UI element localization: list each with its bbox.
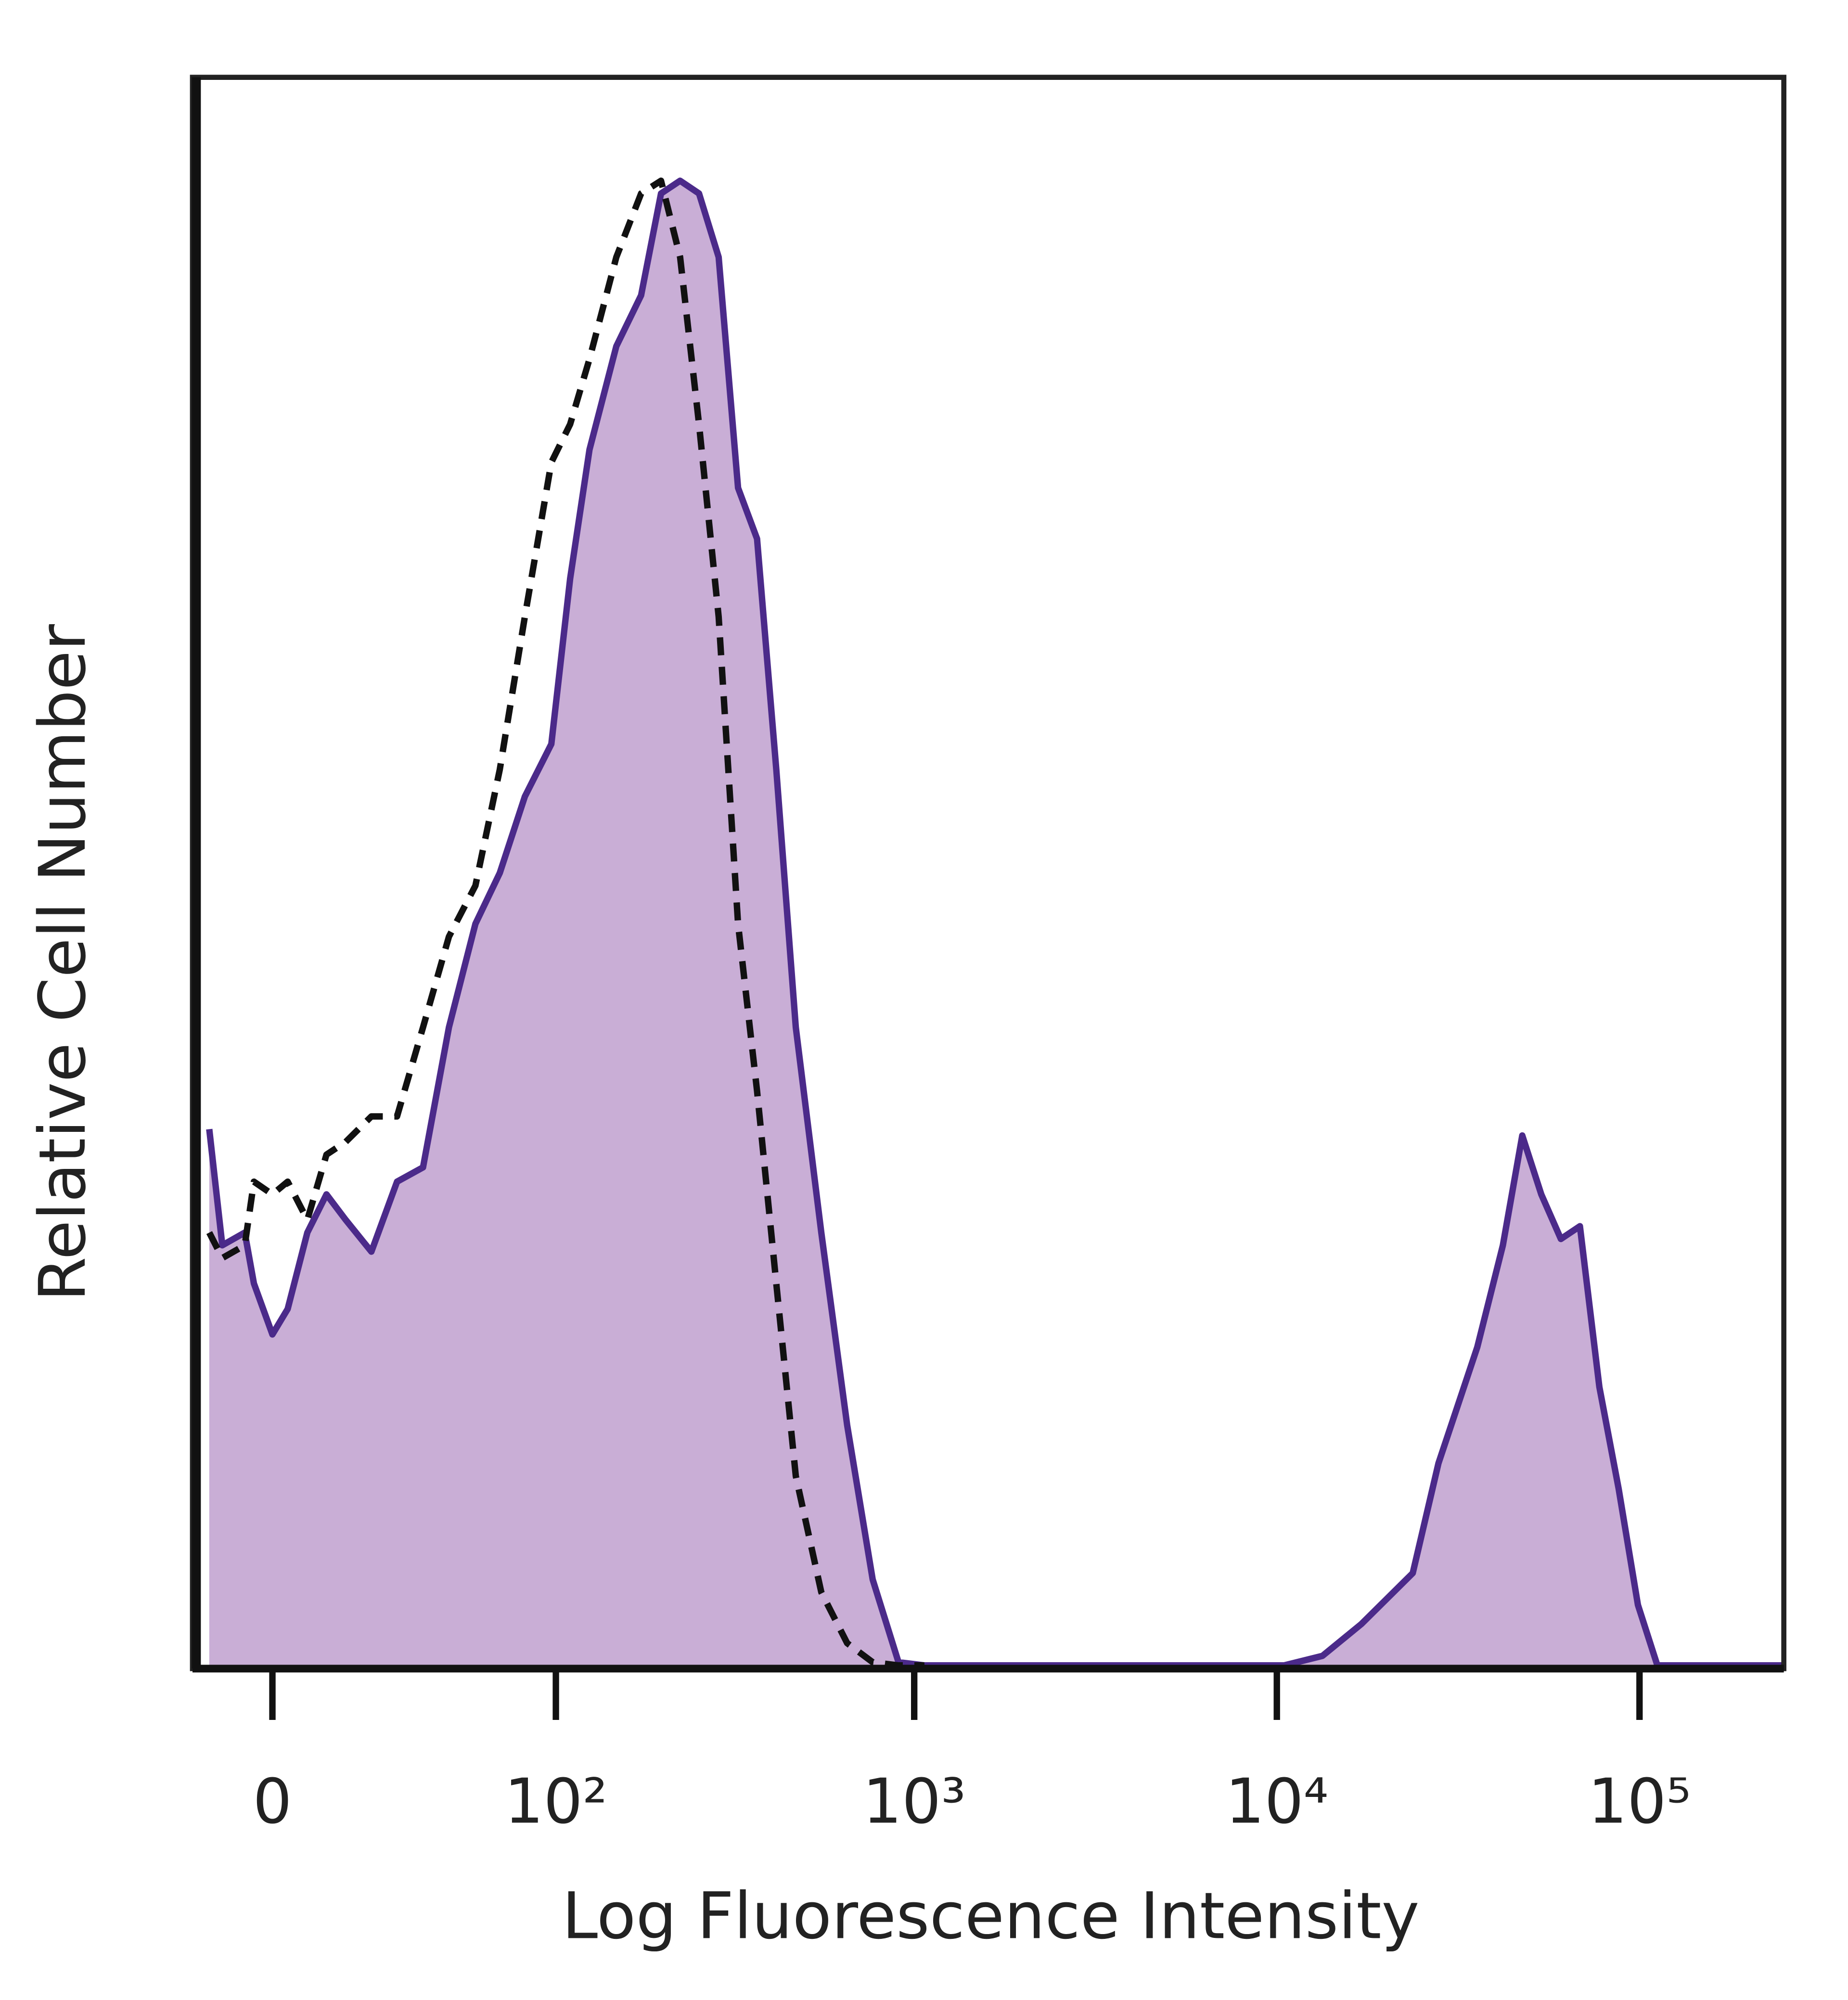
x-tick-label: 10²	[504, 1766, 607, 1837]
x-tick-label: 10⁴	[1225, 1766, 1328, 1837]
x-tick-label: 10³	[863, 1766, 966, 1837]
histogram-line-dashed	[206, 177, 924, 1669]
x-tick-label: 10⁵	[1588, 1766, 1691, 1837]
y-axis-label: Relative Cell Number	[26, 624, 100, 1301]
histogram-area	[209, 180, 1784, 1669]
x-tick-label: 0	[253, 1766, 292, 1837]
x-axis-label: Log Fluorescence Intensity	[562, 1879, 1420, 1953]
histogram-line	[206, 177, 1784, 1669]
